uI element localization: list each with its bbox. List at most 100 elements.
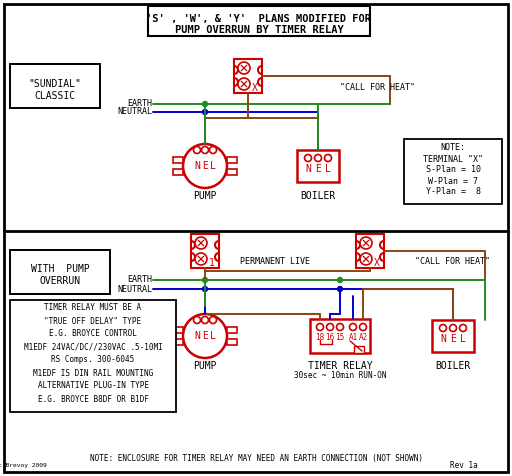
Text: S-Plan = 10: S-Plan = 10 bbox=[425, 166, 480, 175]
Text: W-Plan = 7: W-Plan = 7 bbox=[428, 177, 478, 186]
Text: Y-Plan =  8: Y-Plan = 8 bbox=[425, 188, 480, 197]
Bar bbox=[234, 59, 262, 93]
Bar bbox=[227, 339, 237, 345]
Circle shape bbox=[194, 147, 201, 153]
Circle shape bbox=[238, 78, 250, 90]
Text: EARTH: EARTH bbox=[127, 276, 152, 285]
Bar bbox=[10, 64, 100, 108]
Bar bbox=[356, 234, 384, 268]
Text: 'S' , 'W', & 'Y'  PLANS MODIFIED FOR: 'S' , 'W', & 'Y' PLANS MODIFIED FOR bbox=[146, 14, 372, 24]
Text: "TRUE OFF DELAY" TYPE: "TRUE OFF DELAY" TYPE bbox=[45, 317, 141, 326]
Bar bbox=[10, 250, 110, 294]
Circle shape bbox=[183, 314, 227, 358]
Text: EARTH: EARTH bbox=[127, 99, 152, 109]
Text: CLASSIC: CLASSIC bbox=[34, 91, 76, 101]
Text: M1EDF IS DIN RAIL MOUNTING: M1EDF IS DIN RAIL MOUNTING bbox=[33, 368, 153, 377]
Text: WITH  PUMP: WITH PUMP bbox=[31, 264, 90, 274]
Text: NEUTRAL: NEUTRAL bbox=[117, 285, 152, 294]
Text: A1: A1 bbox=[348, 334, 357, 343]
Text: c Brevoy 2009: c Brevoy 2009 bbox=[0, 464, 47, 468]
Text: RS Comps. 300-6045: RS Comps. 300-6045 bbox=[51, 356, 135, 365]
Text: 16: 16 bbox=[325, 334, 335, 343]
Bar bbox=[173, 339, 183, 345]
Circle shape bbox=[202, 317, 208, 324]
Text: "CALL FOR HEAT": "CALL FOR HEAT" bbox=[340, 83, 415, 92]
Bar bbox=[173, 157, 183, 163]
Bar bbox=[191, 234, 219, 268]
Text: NEUTRAL: NEUTRAL bbox=[117, 108, 152, 117]
Text: PUMP: PUMP bbox=[193, 361, 217, 371]
Text: L: L bbox=[460, 334, 466, 344]
Bar bbox=[10, 300, 176, 412]
Bar bbox=[173, 169, 183, 175]
Text: NOTE:: NOTE: bbox=[440, 143, 465, 152]
Text: BOILER: BOILER bbox=[301, 191, 336, 201]
Circle shape bbox=[305, 155, 311, 161]
Text: PUMP OVERRUN BY TIMER RELAY: PUMP OVERRUN BY TIMER RELAY bbox=[175, 25, 344, 35]
Bar bbox=[297, 150, 339, 182]
Circle shape bbox=[336, 324, 344, 330]
Circle shape bbox=[360, 253, 372, 265]
Circle shape bbox=[450, 325, 457, 331]
Text: L: L bbox=[210, 161, 216, 171]
Circle shape bbox=[194, 317, 201, 324]
Text: E: E bbox=[315, 164, 321, 174]
Circle shape bbox=[359, 324, 367, 330]
Text: ALTERNATIVE PLUG-IN TYPE: ALTERNATIVE PLUG-IN TYPE bbox=[37, 381, 148, 390]
Circle shape bbox=[209, 317, 217, 324]
Bar bbox=[148, 6, 370, 36]
Text: NOTE: ENCLOSURE FOR TIMER RELAY MAY NEED AN EARTH CONNECTION (NOT SHOWN): NOTE: ENCLOSURE FOR TIMER RELAY MAY NEED… bbox=[90, 454, 422, 463]
Bar bbox=[227, 327, 237, 333]
Text: M1EDF 24VAC/DC//230VAC .5-10MI: M1EDF 24VAC/DC//230VAC .5-10MI bbox=[24, 343, 162, 351]
Circle shape bbox=[209, 147, 217, 153]
Circle shape bbox=[203, 101, 207, 107]
Text: 18: 18 bbox=[315, 334, 325, 343]
Circle shape bbox=[316, 324, 324, 330]
Circle shape bbox=[327, 324, 333, 330]
Text: X: X bbox=[252, 83, 258, 93]
Text: E.G. BROYCE B8DF OR B1DF: E.G. BROYCE B8DF OR B1DF bbox=[37, 395, 148, 404]
Circle shape bbox=[195, 237, 207, 249]
Text: OVERRUN: OVERRUN bbox=[39, 276, 80, 286]
Text: N: N bbox=[194, 161, 200, 171]
Circle shape bbox=[203, 287, 207, 291]
Text: N: N bbox=[440, 334, 446, 344]
Text: 1: 1 bbox=[209, 258, 215, 268]
Circle shape bbox=[360, 237, 372, 249]
Text: N: N bbox=[305, 164, 311, 174]
Text: E: E bbox=[202, 161, 208, 171]
Text: TERMINAL "X": TERMINAL "X" bbox=[423, 155, 483, 163]
Circle shape bbox=[314, 155, 322, 161]
Circle shape bbox=[350, 324, 356, 330]
Text: BOILER: BOILER bbox=[435, 361, 471, 371]
Bar bbox=[310, 319, 370, 353]
Text: E: E bbox=[202, 331, 208, 341]
Text: PERMANENT LIVE: PERMANENT LIVE bbox=[240, 258, 310, 267]
Circle shape bbox=[195, 253, 207, 265]
Text: L: L bbox=[325, 164, 331, 174]
Text: E: E bbox=[450, 334, 456, 344]
Circle shape bbox=[183, 144, 227, 188]
Text: E.G. BROYCE CONTROL: E.G. BROYCE CONTROL bbox=[49, 329, 137, 338]
Text: 15: 15 bbox=[335, 334, 345, 343]
Text: PUMP: PUMP bbox=[193, 191, 217, 201]
Circle shape bbox=[325, 155, 331, 161]
Circle shape bbox=[439, 325, 446, 331]
Text: TIMER RELAY: TIMER RELAY bbox=[308, 361, 372, 371]
Text: A2: A2 bbox=[358, 334, 368, 343]
Text: X: X bbox=[374, 258, 380, 268]
Circle shape bbox=[203, 109, 207, 115]
Text: 30sec ~ 10min RUN-ON: 30sec ~ 10min RUN-ON bbox=[294, 370, 386, 379]
Bar bbox=[227, 169, 237, 175]
Bar bbox=[227, 157, 237, 163]
Circle shape bbox=[337, 287, 343, 291]
Text: "CALL FOR HEAT": "CALL FOR HEAT" bbox=[415, 258, 490, 267]
Text: "SUNDIAL": "SUNDIAL" bbox=[29, 79, 81, 89]
Circle shape bbox=[202, 147, 208, 153]
Circle shape bbox=[459, 325, 466, 331]
Text: L: L bbox=[210, 331, 216, 341]
Circle shape bbox=[337, 278, 343, 282]
Bar bbox=[404, 139, 502, 204]
Bar bbox=[173, 327, 183, 333]
Bar bbox=[354, 346, 364, 353]
